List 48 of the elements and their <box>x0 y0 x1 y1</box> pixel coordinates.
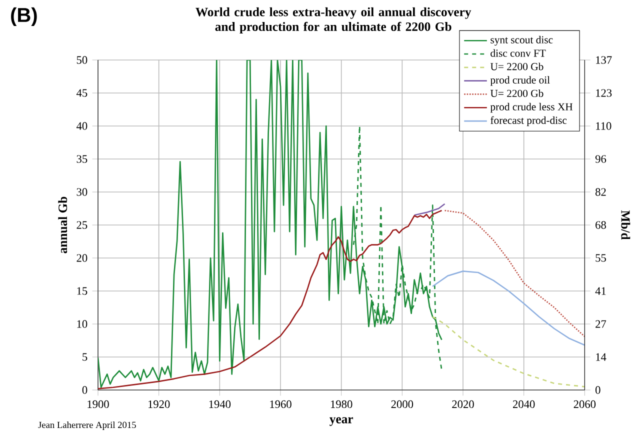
legend-label: U= 2200 Gb <box>490 90 544 98</box>
line-series <box>444 210 585 338</box>
y-axis-title: annual Gb <box>58 196 68 254</box>
line-series <box>414 203 446 216</box>
legend-label: disc conv FT <box>490 49 546 57</box>
x-tick-label: 1960 <box>270 400 292 408</box>
text: Jean Laherrere April 2015 <box>38 422 136 430</box>
y-tick-label: 40 <box>76 122 88 130</box>
line-series <box>432 316 585 388</box>
x-tick-label: 2060 <box>574 400 596 408</box>
y2-tick-label: 0 <box>596 386 600 394</box>
x-tick-label: 1980 <box>331 400 352 408</box>
x-tick-label: 2000 <box>391 400 414 408</box>
y2-tick-label: 110 <box>596 122 612 130</box>
y-tick-label: 15 <box>77 287 88 295</box>
y-tick-label: 30 <box>76 188 88 196</box>
x-tick-label: 1940 <box>209 400 231 408</box>
x-tick-label: 1900 <box>88 400 109 408</box>
legend-label: prod crude less XH <box>490 102 573 113</box>
y-tick-label: 50 <box>76 56 88 64</box>
y2-tick-label: 68 <box>596 221 606 229</box>
y2-tick-label: 55 <box>596 254 606 262</box>
y2-tick-label: 96 <box>595 155 606 163</box>
y-tick-label: 25 <box>76 221 88 229</box>
y2-tick-label: 27 <box>596 320 606 328</box>
line-series <box>432 270 585 346</box>
y-tick-label: 35 <box>76 155 88 163</box>
x-tick-label: 1920 <box>148 400 170 408</box>
x-axis-title: year <box>330 417 354 426</box>
y2-tick-label: 41 <box>595 287 606 295</box>
legend-label: forecast prod-disc <box>490 116 567 126</box>
y2-axis-title: Mb/d <box>621 210 630 240</box>
y-tick-label: 45 <box>76 89 88 97</box>
y-tick-label: 20 <box>76 254 88 262</box>
legend-label: U= 2200 Gb <box>490 62 544 70</box>
y2-tick-label: 137 <box>596 56 612 64</box>
y2-tick-label: 123 <box>596 89 612 97</box>
text: (B) <box>11 7 37 26</box>
y-tick-label: 0 <box>82 386 88 394</box>
legend-label: prod crude oil <box>490 76 550 86</box>
y2-tick-label: 14 <box>596 353 606 361</box>
y-tick-label: 10 <box>77 320 88 328</box>
x-tick-label: 2020 <box>452 400 474 408</box>
y2-tick-label: 82 <box>596 188 606 196</box>
chart-title: World crude less extra-heavy oil annual discovery and production for an ultimate of 2200 Gb <box>196 7 472 34</box>
y-tick-label: 5 <box>82 353 88 361</box>
legend-label: synt scout disc <box>490 36 553 46</box>
x-tick-label: 2040 <box>513 400 535 408</box>
